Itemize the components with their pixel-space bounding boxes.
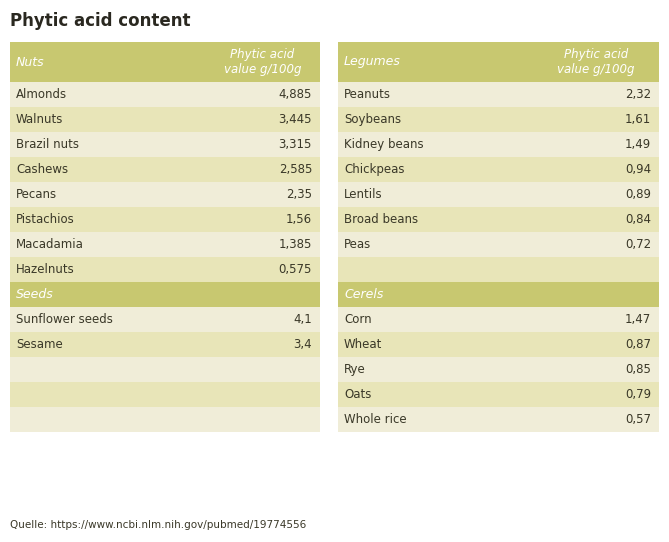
Bar (338, 42, 659, 82)
Text: 1,49: 1,49 (625, 138, 651, 151)
Text: Kidney beans: Kidney beans (344, 138, 423, 151)
Bar (338, 382, 659, 407)
Bar (338, 232, 659, 257)
Bar (338, 357, 659, 382)
Text: 3,315: 3,315 (278, 138, 312, 151)
Text: Chickpeas: Chickpeas (344, 163, 405, 176)
Bar (10, 107, 320, 132)
Text: Almonds: Almonds (16, 88, 67, 101)
Text: 4,885: 4,885 (278, 88, 312, 101)
Text: Phytic acid
value g/100g: Phytic acid value g/100g (557, 48, 635, 76)
Text: 0,94: 0,94 (625, 163, 651, 176)
Text: Hazelnuts: Hazelnuts (16, 263, 75, 276)
Text: 2,585: 2,585 (278, 163, 312, 176)
Text: 0,85: 0,85 (625, 363, 651, 376)
Text: 1,61: 1,61 (625, 113, 651, 126)
Bar (10, 182, 320, 207)
Text: 3,445: 3,445 (278, 113, 312, 126)
Bar (338, 82, 659, 107)
Text: 2,32: 2,32 (625, 88, 651, 101)
Bar (10, 157, 320, 182)
Text: Pecans: Pecans (16, 188, 57, 201)
Text: Cerels: Cerels (344, 288, 383, 301)
Text: Nuts: Nuts (16, 55, 45, 68)
Text: Phytic acid
value g/100g: Phytic acid value g/100g (223, 48, 301, 76)
Text: 0,57: 0,57 (625, 413, 651, 426)
Bar (10, 232, 320, 257)
Text: 0,79: 0,79 (625, 388, 651, 401)
Text: 0,72: 0,72 (625, 238, 651, 251)
Bar (338, 132, 659, 157)
Text: Brazil nuts: Brazil nuts (16, 138, 79, 151)
Text: Lentils: Lentils (344, 188, 383, 201)
Text: Whole rice: Whole rice (344, 413, 407, 426)
Text: Peas: Peas (344, 238, 371, 251)
Text: 2,35: 2,35 (286, 188, 312, 201)
Bar (10, 207, 320, 232)
Bar (10, 382, 320, 407)
Text: Oats: Oats (344, 388, 371, 401)
Text: 1,47: 1,47 (625, 313, 651, 326)
Text: Seeds: Seeds (16, 288, 54, 301)
Text: Cashews: Cashews (16, 163, 68, 176)
Text: Sunflower seeds: Sunflower seeds (16, 313, 113, 326)
Bar (338, 407, 659, 432)
Text: 0,89: 0,89 (625, 188, 651, 201)
Text: 0,84: 0,84 (625, 213, 651, 226)
Text: 0,87: 0,87 (625, 338, 651, 351)
Text: 0,575: 0,575 (278, 263, 312, 276)
Text: Wheat: Wheat (344, 338, 383, 351)
Bar (338, 182, 659, 207)
Bar (10, 132, 320, 157)
Text: 3,4: 3,4 (294, 338, 312, 351)
Bar (10, 357, 320, 382)
Text: Corn: Corn (344, 313, 371, 326)
Text: Walnuts: Walnuts (16, 113, 64, 126)
Bar (10, 82, 320, 107)
Text: Pistachios: Pistachios (16, 213, 75, 226)
Bar (338, 257, 659, 282)
Bar (338, 207, 659, 232)
Bar (10, 332, 320, 357)
Bar (338, 157, 659, 182)
Text: Macadamia: Macadamia (16, 238, 84, 251)
Bar (10, 307, 320, 332)
Bar (10, 257, 320, 282)
Bar (10, 282, 320, 307)
Bar (338, 307, 659, 332)
Text: 1,56: 1,56 (286, 213, 312, 226)
Bar (10, 42, 320, 82)
Text: Phytic acid content: Phytic acid content (10, 12, 191, 30)
Bar (338, 332, 659, 357)
Bar (10, 407, 320, 432)
Text: Soybeans: Soybeans (344, 113, 401, 126)
Text: Sesame: Sesame (16, 338, 63, 351)
Text: Legumes: Legumes (344, 55, 401, 68)
Text: Rye: Rye (344, 363, 366, 376)
Text: Peanuts: Peanuts (344, 88, 391, 101)
Bar (338, 107, 659, 132)
Text: Broad beans: Broad beans (344, 213, 418, 226)
Text: 4,1: 4,1 (293, 313, 312, 326)
Text: Quelle: https://www.ncbi.nlm.nih.gov/pubmed/19774556: Quelle: https://www.ncbi.nlm.nih.gov/pub… (10, 520, 306, 530)
Text: 1,385: 1,385 (278, 238, 312, 251)
Bar (338, 282, 659, 307)
